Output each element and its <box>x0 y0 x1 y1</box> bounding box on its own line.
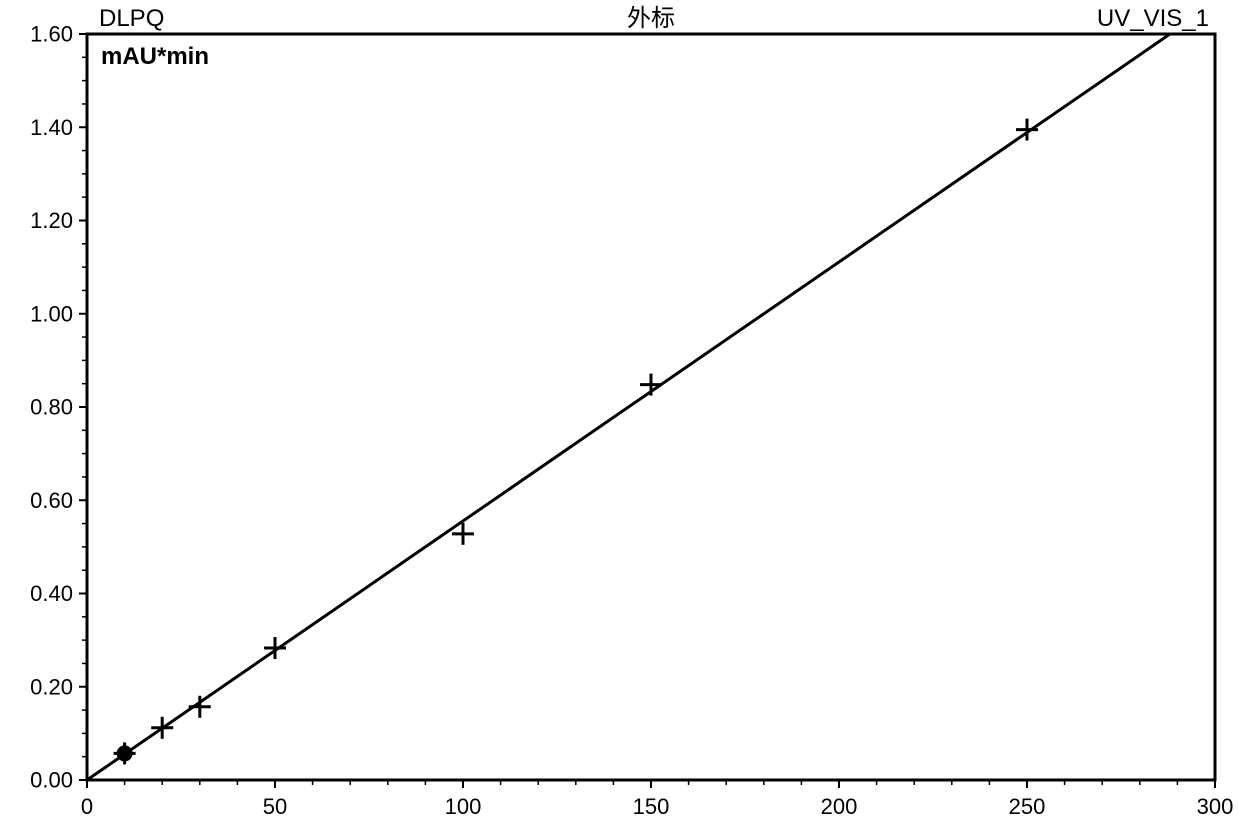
y-tick-label: 1.60 <box>30 22 73 47</box>
x-tick-label: 0 <box>81 794 93 819</box>
x-tick-label: 150 <box>633 794 670 819</box>
highlight-marker <box>117 745 133 761</box>
unit-label: mAU*min <box>101 43 209 70</box>
header-right-label: UV_VIS_1 <box>1097 5 1209 32</box>
y-tick-label: 1.40 <box>30 115 73 140</box>
x-tick-label: 250 <box>1009 794 1046 819</box>
y-tick-label: 0.80 <box>30 395 73 420</box>
y-tick-label: 1.20 <box>30 208 73 233</box>
x-tick-label: 200 <box>821 794 858 819</box>
plot-border <box>87 34 1215 780</box>
y-tick-label: 0.00 <box>30 768 73 793</box>
chart-svg: 0 50 100 150 200 250 300 0.00 0.20 0.40 0.60 0.80 1.… <box>0 0 1239 823</box>
y-tick-label: 1.00 <box>30 301 73 326</box>
header-center-label: 外标 <box>627 5 675 32</box>
x-tick-label: 300 <box>1197 794 1234 819</box>
x-tick-label: 100 <box>445 794 482 819</box>
y-tick-label: 0.20 <box>30 674 73 699</box>
calibration-chart: 0 50 100 150 200 250 300 0.00 0.20 0.40 0.60 0.80 1.… <box>0 0 1239 823</box>
y-tick-label: 0.40 <box>30 581 73 606</box>
header-left-label: DLPQ <box>99 5 164 32</box>
x-tick-label: 50 <box>263 794 287 819</box>
y-tick-label: 0.60 <box>30 488 73 513</box>
